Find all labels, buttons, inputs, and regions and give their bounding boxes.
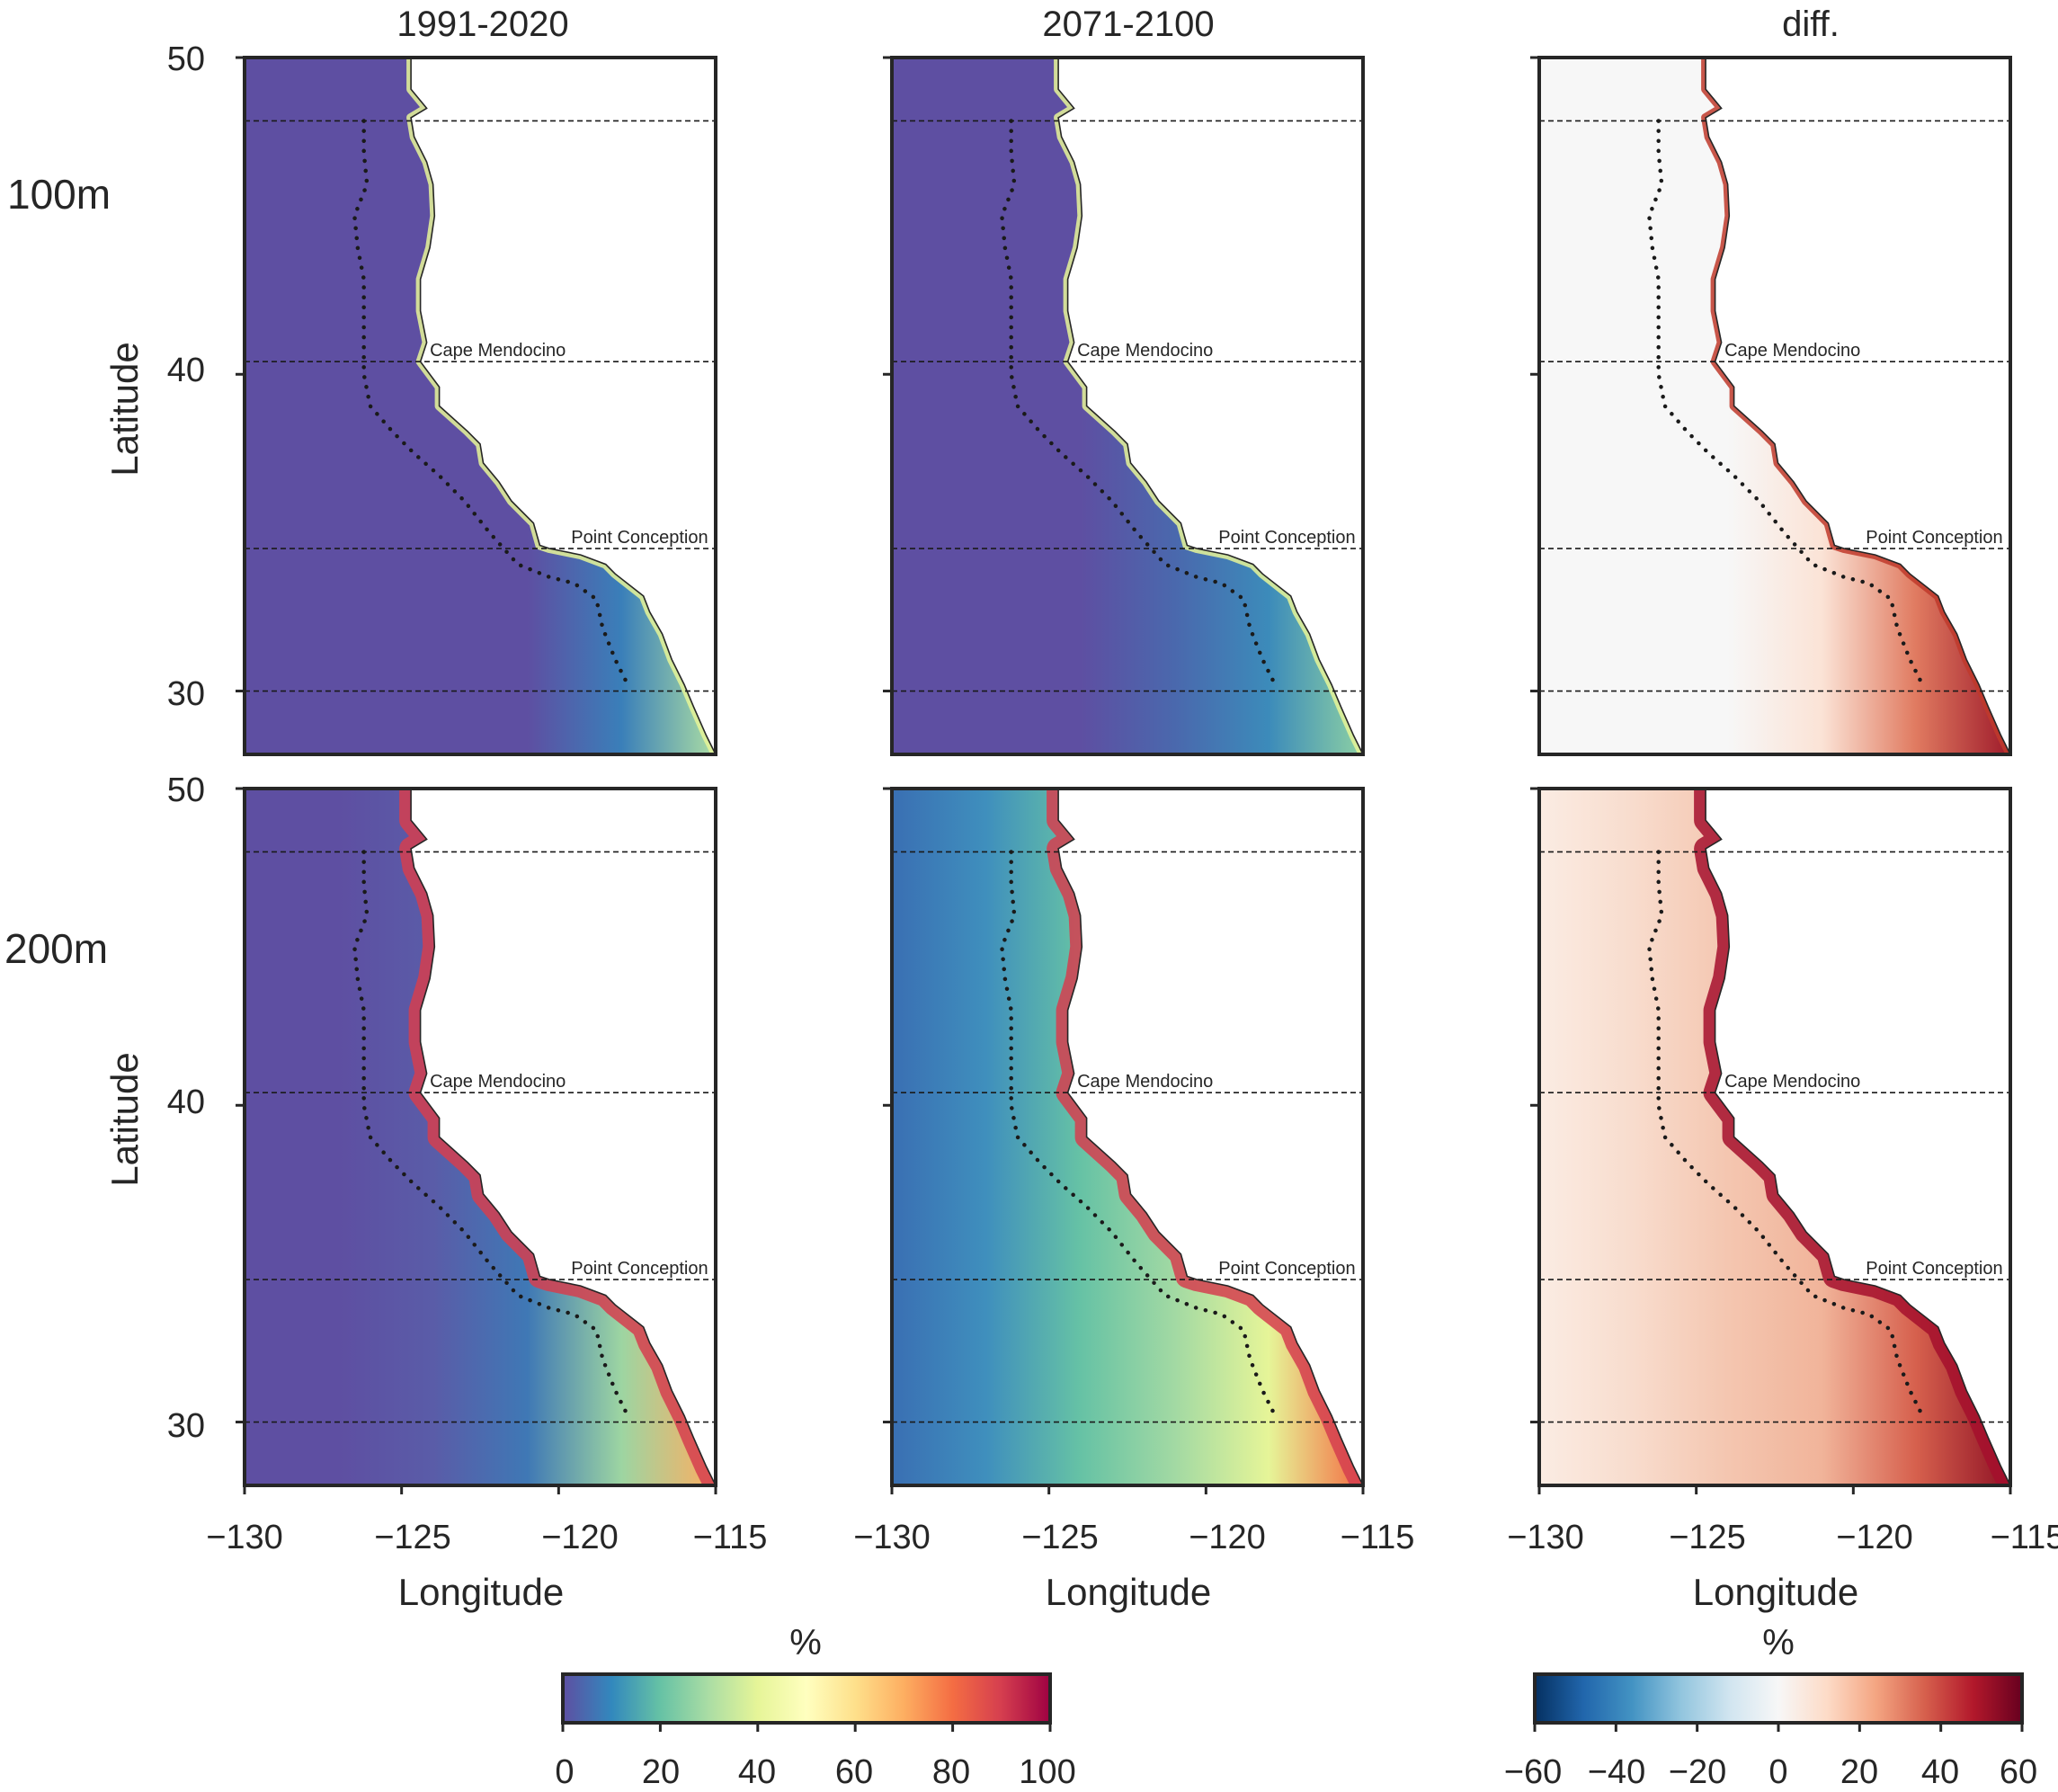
y-tick-bottom-50: 50 [167,771,205,809]
panel-frame [890,787,1365,1487]
colorbar-percent-tick-80: 80 [932,1753,970,1791]
column-title-1: 1991-2020 [396,4,568,44]
panel-frame [890,56,1365,756]
x-tick-col3-130: −130 [1507,1519,1584,1556]
y-axis-label-top: Latitude [103,342,146,476]
reference-label-1: Cape Mendocino [430,341,566,361]
y-tick-top-50: 50 [167,40,205,78]
map-panel-r1-c1: Cape Mendocino Point Conception [236,56,717,756]
reference-label-1: Cape Mendocino [1077,341,1213,361]
reference-label-2: Point Conception [1866,1259,2002,1279]
colorbar-percent-tick-20: 20 [642,1753,680,1791]
x-ticks-col2: −130 −125 −120 −115 [853,1519,1414,1556]
x-tick-col2-120: −120 [1189,1519,1266,1556]
colorbar-percent-tick-0: 0 [555,1753,574,1791]
map-panel-r1-c2: Cape Mendocino Point Conception [883,56,1365,756]
colorbar-diff-tick-m40: −40 [1588,1753,1645,1791]
reference-label-1: Cape Mendocino [1077,1072,1213,1092]
colorbar-diff: % −60 −40 −20 0 20 40 60 [1504,1623,2037,1791]
colorbar-percent-title: % [789,1623,822,1663]
row-label-100m: 100m [7,171,111,218]
reference-label-1: Cape Mendocino [1724,1072,1860,1092]
column-title-3: diff. [1782,4,1840,44]
x-ticks-col1: −130 −125 −120 −115 [206,1519,767,1556]
x-tick-col2-125: −125 [1021,1519,1099,1556]
y-tick-top-30: 30 [167,675,205,713]
x-tick-col1-115: −115 [693,1519,768,1556]
reference-label-1: Cape Mendocino [1724,341,1860,361]
x-tick-col3-125: −125 [1669,1519,1746,1556]
x-tick-col3-115: −115 [1991,1519,2058,1556]
map-panel-r2-c1: Cape Mendocino Point Conception [236,787,717,1494]
colorbar-diff-tick-m20: −20 [1669,1753,1726,1791]
colorbar-diff-title: % [1762,1623,1795,1663]
column-title-2: 2071-2100 [1042,4,1214,44]
colorbar-percent-tick-100: 100 [1019,1753,1075,1791]
colorbar-diff-tick-40: 40 [1921,1753,1959,1791]
colorbar-diff-tick-0: 0 [1768,1753,1787,1791]
reference-label-2: Point Conception [571,1259,708,1279]
map-panel-r1-c3: Cape Mendocino Point Conception [1530,56,2012,756]
x-tick-col1-125: −125 [374,1519,451,1556]
colorbar-diff-gradient [1533,1672,2024,1725]
x-tick-col2-130: −130 [853,1519,931,1556]
colorbar-diff-tick-m60: −60 [1504,1753,1562,1791]
panel-frame [1537,56,2012,756]
colorbar-diff-tick-60: 60 [2000,1753,2037,1791]
reference-label-2: Point Conception [1218,528,1355,548]
colorbar-percent: % 0 20 40 60 80 100 [555,1623,1075,1791]
x-tick-col1-130: −130 [206,1519,283,1556]
reference-label-2: Point Conception [1866,528,2002,548]
colorbar-percent-tick-40: 40 [738,1753,776,1791]
map-panel-r2-c3: Cape Mendocino Point Conception [1530,787,2012,1494]
x-tick-col3-120: −120 [1836,1519,1913,1556]
x-axis-label-col2: Longitude [1046,1571,1212,1613]
reference-label-2: Point Conception [1218,1259,1355,1279]
y-tick-bottom-40: 40 [167,1083,205,1121]
x-ticks-col3: −130 −125 −120 −115 [1507,1519,2058,1556]
colorbar-diff-tick-20: 20 [1840,1753,1878,1791]
x-axis-label-col3: Longitude [1693,1571,1859,1613]
colorbar-percent-tick-60: 60 [835,1753,873,1791]
x-axis-label-col1: Longitude [398,1571,565,1613]
y-tick-top-40: 40 [167,352,205,389]
x-tick-col2-115: −115 [1341,1519,1415,1556]
reference-label-2: Point Conception [571,528,708,548]
y-tick-bottom-30: 30 [167,1407,205,1445]
panel-frame [243,787,717,1487]
reference-label-1: Cape Mendocino [430,1072,566,1092]
panel-frame [243,56,717,756]
colorbar-percent-gradient [561,1672,1052,1725]
x-tick-col1-120: −120 [541,1519,619,1556]
row-label-200m: 200m [4,925,108,972]
map-panel-r2-c2: Cape Mendocino Point Conception [883,787,1365,1494]
panel-frame [1537,787,2012,1487]
y-axis-label-bottom: Latitude [103,1052,146,1186]
